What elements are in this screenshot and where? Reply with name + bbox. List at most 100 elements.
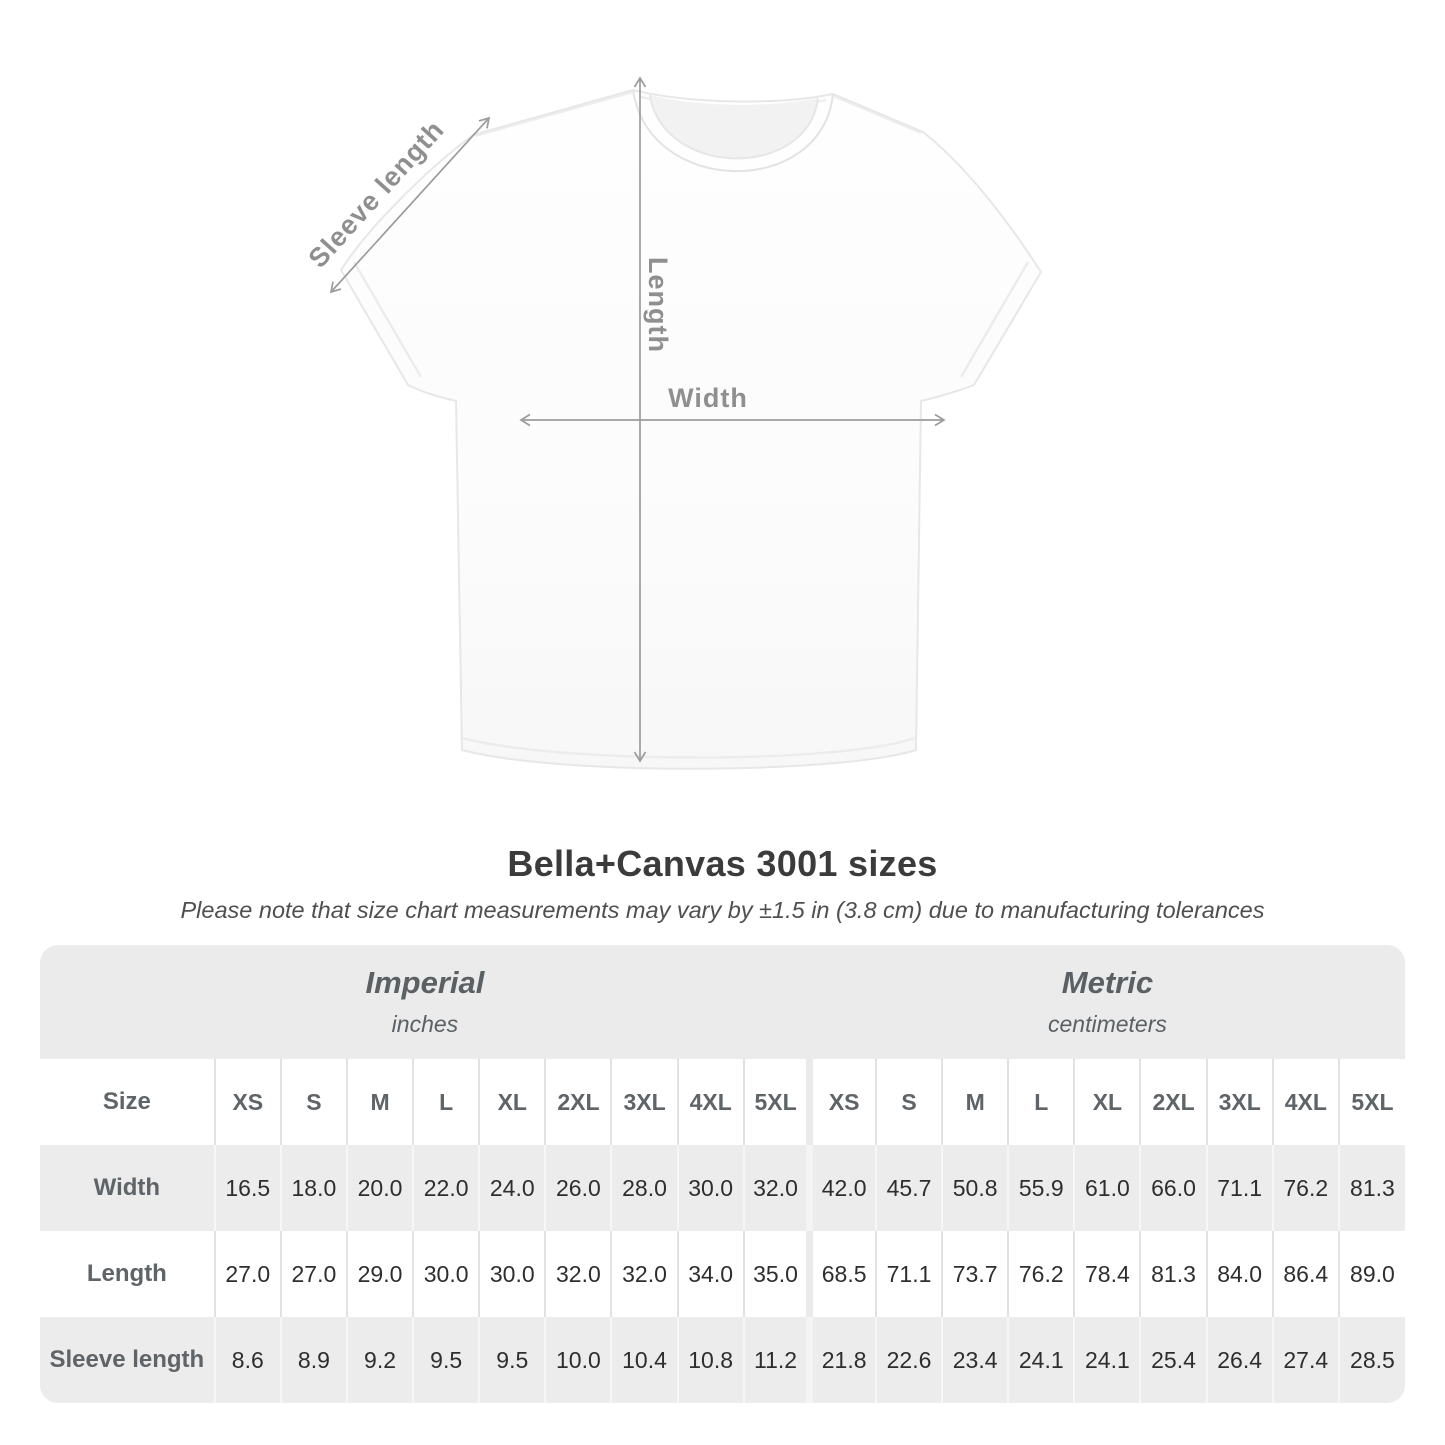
value-cell-metric: 28.5 bbox=[1337, 1317, 1405, 1403]
metric-section-unit: centimeters bbox=[1047, 1011, 1167, 1038]
size-header-metric-2xl: 2XL bbox=[1139, 1059, 1207, 1145]
measurement-row-sleeve-length: Sleeve length 8.6 8.9 9.2 9.5 9.5 10.0 10.4 10.8… bbox=[40, 1317, 1405, 1403]
tshirt-collar-outer bbox=[632, 89, 834, 173]
tshirt-measurement-diagram: Sleeve length Length Width bbox=[303, 76, 1042, 770]
section-header-row: Imperial inches Metric centimeters bbox=[40, 945, 1405, 1059]
value-cell-metric: 26.4 bbox=[1205, 1317, 1273, 1403]
value-cell-imperial: 26.0 bbox=[544, 1145, 612, 1231]
value-cell-metric: 76.2 bbox=[1271, 1145, 1339, 1231]
size-header-imperial-l: L bbox=[412, 1059, 480, 1145]
value-cell-metric: 22.6 bbox=[874, 1317, 943, 1403]
size-header-metric-3xl: 3XL bbox=[1205, 1059, 1273, 1145]
size-header-imperial-4xl: 4XL bbox=[676, 1059, 744, 1145]
value-cell-metric: 42.0 bbox=[806, 1145, 876, 1231]
value-cell-imperial: 30.0 bbox=[478, 1231, 546, 1317]
value-cell-imperial: 27.0 bbox=[213, 1231, 281, 1317]
value-cell-imperial: 32.0 bbox=[544, 1231, 612, 1317]
measurement-rows: Width 16.5 18.0 20.0 22.0 24.0 26.0 28.0 30.0 32.… bbox=[40, 1145, 1405, 1403]
value-cell-imperial: 24.0 bbox=[478, 1145, 546, 1231]
page-subtitle: Please note that size chart measurements… bbox=[180, 897, 1265, 923]
size-header-imperial-m: M bbox=[345, 1059, 414, 1145]
value-cell-metric: 68.5 bbox=[806, 1231, 876, 1317]
value-cell-imperial: 18.0 bbox=[279, 1145, 347, 1231]
value-cell-imperial: 30.0 bbox=[412, 1231, 480, 1317]
value-cell-metric: 45.7 bbox=[874, 1145, 943, 1231]
value-cell-imperial: 22.0 bbox=[412, 1145, 480, 1231]
imperial-section-unit: inches bbox=[391, 1011, 459, 1038]
tshirt-hem-stitch bbox=[461, 736, 916, 759]
row-label: Sleeve length bbox=[49, 1346, 205, 1373]
value-cell-metric: 23.4 bbox=[941, 1317, 1009, 1403]
size-header-imperial-xs: XS bbox=[213, 1059, 281, 1145]
value-cell-metric: 27.4 bbox=[1271, 1317, 1339, 1403]
imperial-section-header: Imperial inches bbox=[40, 945, 810, 1059]
value-cell-imperial: 9.2 bbox=[345, 1317, 414, 1403]
value-cell-metric: 76.2 bbox=[1007, 1231, 1075, 1317]
value-cell-metric: 50.8 bbox=[941, 1145, 1009, 1231]
size-header-metric-s: S bbox=[874, 1059, 943, 1145]
value-cell-metric: 24.1 bbox=[1073, 1317, 1141, 1403]
size-header-metric-5xl: 5XL bbox=[1337, 1059, 1405, 1145]
size-header-metric-4xl: 4XL bbox=[1271, 1059, 1339, 1145]
value-cell-metric: 24.1 bbox=[1007, 1317, 1075, 1403]
value-cell-metric: 61.0 bbox=[1073, 1145, 1141, 1231]
tshirt-body bbox=[340, 89, 1042, 770]
value-cell-metric: 89.0 bbox=[1337, 1231, 1405, 1317]
size-table: Imperial inches Metric centimeters Size X… bbox=[40, 945, 1405, 1403]
value-cell-metric: 21.8 bbox=[806, 1317, 876, 1403]
size-header-row: Size XS S M L XL 2XL 3XL 4XL 5XL XS S M L XL 2XL 3XL 4XL 5… bbox=[40, 1059, 1405, 1145]
length-label: Length bbox=[643, 257, 673, 353]
tshirt-neck-opening bbox=[650, 95, 818, 159]
value-cell-metric: 25.4 bbox=[1139, 1317, 1207, 1403]
tshirt-right-shoulder-seam bbox=[832, 95, 922, 134]
value-cell-imperial: 9.5 bbox=[412, 1317, 480, 1403]
value-cell-metric: 71.1 bbox=[874, 1231, 943, 1317]
value-cell-imperial: 10.4 bbox=[610, 1317, 678, 1403]
tshirt-left-shoulder-seam bbox=[474, 91, 634, 137]
sleeve-length-arrow bbox=[329, 116, 491, 294]
value-cell-imperial: 29.0 bbox=[345, 1231, 414, 1317]
size-header-imperial-2xl: 2XL bbox=[544, 1059, 612, 1145]
size-header-metric-xs: XS bbox=[806, 1059, 876, 1145]
value-cell-metric: 55.9 bbox=[1007, 1145, 1075, 1231]
size-header-imperial-5xl: 5XL bbox=[742, 1059, 810, 1145]
value-cell-imperial: 10.0 bbox=[544, 1317, 612, 1403]
size-header-imperial-3xl: 3XL bbox=[610, 1059, 678, 1145]
size-table-container: Imperial inches Metric centimeters Size X… bbox=[40, 945, 1405, 1403]
value-cell-imperial: 27.0 bbox=[279, 1231, 347, 1317]
measurement-row-length: Length 27.0 27.0 29.0 30.0 30.0 32.0 32.0 34.0 35… bbox=[40, 1231, 1405, 1317]
width-label: Width bbox=[668, 383, 748, 413]
value-cell-imperial: 32.0 bbox=[610, 1231, 678, 1317]
value-cell-metric: 84.0 bbox=[1205, 1231, 1273, 1317]
size-header-metric-m: M bbox=[941, 1059, 1009, 1145]
value-cell-imperial: 35.0 bbox=[742, 1231, 810, 1317]
size-header-metric-l: L bbox=[1007, 1059, 1075, 1145]
size-header-imperial-xl: XL bbox=[478, 1059, 546, 1145]
value-cell-imperial: 10.8 bbox=[676, 1317, 744, 1403]
value-cell-metric: 78.4 bbox=[1073, 1231, 1141, 1317]
value-cell-metric: 73.7 bbox=[941, 1231, 1009, 1317]
tshirt-collar-inner bbox=[649, 94, 819, 160]
imperial-section-title: Imperial bbox=[365, 964, 485, 1000]
value-cell-metric: 86.4 bbox=[1271, 1231, 1339, 1317]
measurement-row-width: Width 16.5 18.0 20.0 22.0 24.0 26.0 28.0 30.0 32.… bbox=[40, 1145, 1405, 1231]
metric-section-title: Metric bbox=[1061, 964, 1154, 1000]
value-cell-imperial: 30.0 bbox=[676, 1145, 744, 1231]
tshirt-illustration bbox=[340, 89, 1042, 770]
value-cell-imperial: 34.0 bbox=[676, 1231, 744, 1317]
row-label: Length bbox=[86, 1260, 167, 1287]
value-cell-imperial: 11.2 bbox=[742, 1317, 810, 1403]
value-cell-metric: 66.0 bbox=[1139, 1145, 1207, 1231]
value-cell-imperial: 9.5 bbox=[478, 1317, 546, 1403]
value-cell-imperial: 16.5 bbox=[213, 1145, 281, 1231]
row-label-size: Size bbox=[40, 1059, 215, 1145]
metric-section-header: Metric centimeters bbox=[809, 945, 1405, 1059]
size-header-metric-xl: XL bbox=[1073, 1059, 1141, 1145]
page-title: Bella+Canvas 3001 sizes bbox=[507, 843, 938, 884]
tshirt-right-cuff-stitch bbox=[959, 261, 1030, 378]
heading-block: Bella+Canvas 3001 sizes Please note that… bbox=[0, 843, 1445, 924]
value-cell-metric: 81.3 bbox=[1139, 1231, 1207, 1317]
value-cell-metric: 81.3 bbox=[1337, 1145, 1405, 1231]
size-header-imperial-s: S bbox=[279, 1059, 347, 1145]
